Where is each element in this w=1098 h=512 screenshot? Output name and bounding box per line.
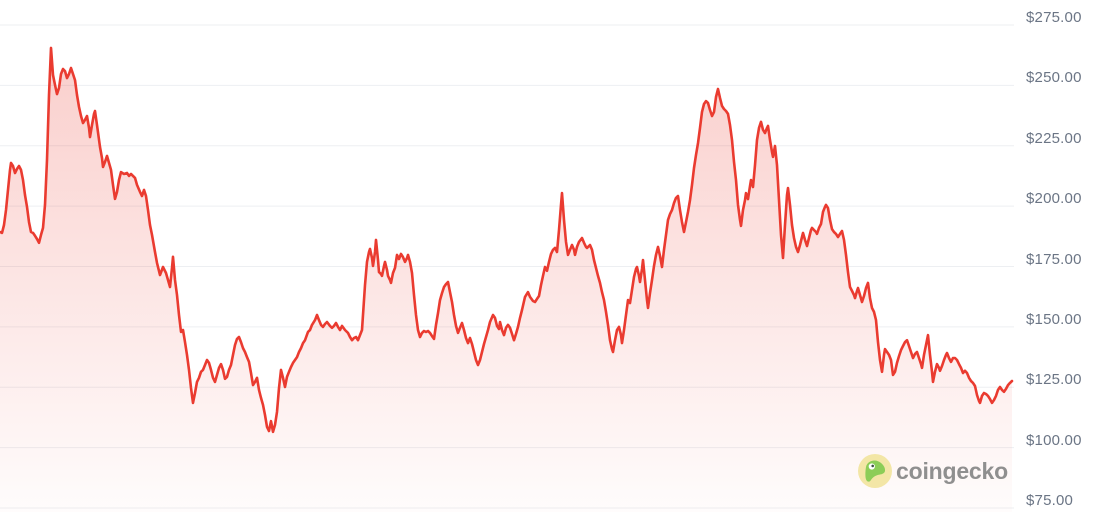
coingecko-logo-text: coingecko: [896, 458, 1008, 484]
coingecko-logo-icon: [858, 454, 892, 488]
price-line: [0, 46, 1014, 434]
y-axis-label: $100.00: [1026, 432, 1082, 449]
y-axis-label: $75.00: [1026, 492, 1074, 509]
y-axis-label: $200.00: [1026, 190, 1082, 207]
y-axis-label: $275.00: [1026, 9, 1082, 26]
y-axis-label: $150.00: [1026, 311, 1082, 328]
gecko-pupil: [871, 464, 874, 468]
price-area-fill: [0, 47, 1012, 512]
y-axis-label: $250.00: [1026, 69, 1082, 86]
coingecko-watermark: coingecko: [858, 453, 1008, 489]
y-axis-label: $125.00: [1026, 371, 1082, 388]
y-axis-label: $225.00: [1026, 130, 1082, 147]
y-axis-label: $175.00: [1026, 251, 1082, 268]
